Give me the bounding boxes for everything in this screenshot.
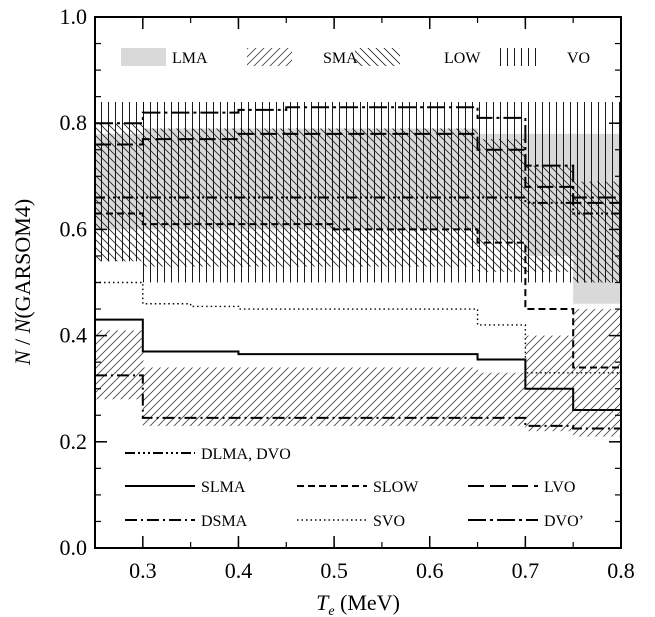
legend-label-slow: SLOW bbox=[373, 479, 419, 496]
legend-label-low: LOW bbox=[444, 50, 481, 67]
x-tick-label: 0.8 bbox=[607, 558, 635, 583]
legend-swatch-low bbox=[355, 48, 400, 66]
series-dlma-dvo bbox=[95, 196, 621, 215]
y-tick-label: 0.8 bbox=[60, 110, 88, 135]
x-tick-label: 0.7 bbox=[512, 558, 540, 583]
band-vo-bin bbox=[525, 101, 574, 283]
legend-item-sma: SMA bbox=[247, 48, 358, 67]
band-vo-bin bbox=[477, 101, 526, 283]
legend-label-svo: SVO bbox=[373, 513, 405, 530]
legend-item-slow: SLOW bbox=[297, 479, 419, 496]
ticks-layer: 0.3 0.4 0.5 0.6 0.7 0.8 0.0 0.2 0.4 0.6 0.8 1.0 bbox=[60, 4, 635, 583]
y-tick-label: 0.6 bbox=[60, 216, 88, 241]
legend-label-lma: LMA bbox=[172, 50, 208, 67]
band-vo-bin bbox=[381, 101, 431, 283]
y-tick-label: 1.0 bbox=[60, 4, 88, 29]
band-sma-bin bbox=[142, 367, 192, 426]
legend-label-sma: SMA bbox=[323, 50, 358, 67]
legend-label-vo: VO bbox=[567, 50, 590, 67]
band-sma-bin bbox=[95, 330, 144, 400]
y-tick-label: 0.4 bbox=[60, 323, 88, 348]
series-slow bbox=[95, 212, 621, 369]
band-sma-bin bbox=[573, 309, 621, 437]
band-vo-bin bbox=[142, 101, 192, 283]
x-tick-label: 0.3 bbox=[129, 558, 157, 583]
y-tick-label: 0.0 bbox=[60, 535, 88, 560]
legend-label-dlma-dvo: DLMA, DVO bbox=[201, 446, 291, 463]
band-sma-bin bbox=[286, 367, 335, 426]
legend-item-dsma: DSMA bbox=[125, 513, 248, 530]
y-axis-title: N / N(GARSOM4) bbox=[10, 199, 35, 366]
band-sma-bin bbox=[190, 367, 240, 426]
series-dvo bbox=[95, 106, 621, 199]
band-vo-bin bbox=[95, 101, 144, 262]
legend-item-lvo: LVO bbox=[468, 479, 575, 496]
legend-item-low: LOW bbox=[355, 48, 481, 67]
band-sma bbox=[95, 309, 621, 437]
legend-swatch-lma bbox=[121, 48, 166, 66]
x-axis-title: Te (MeV) bbox=[316, 590, 400, 617]
band-vo-bin bbox=[238, 101, 287, 283]
band-vo-bin bbox=[429, 101, 479, 283]
x-tick-label: 0.4 bbox=[225, 558, 253, 583]
band-sma-bin bbox=[429, 367, 479, 426]
legend-swatch-vo bbox=[494, 48, 539, 66]
series-dsma bbox=[95, 374, 621, 430]
legend-label-dvo: DVO’ bbox=[544, 513, 584, 530]
legend-item-lma: LMA bbox=[121, 48, 208, 67]
x-tick-label: 0.6 bbox=[416, 558, 444, 583]
legend-item-vo: VO bbox=[494, 48, 590, 67]
band-vo-bin bbox=[573, 101, 621, 283]
series-slma bbox=[95, 318, 621, 411]
legend-item-dvo: DVO’ bbox=[468, 513, 584, 530]
band-vo-bin bbox=[190, 101, 240, 283]
legend-item-svo: SVO bbox=[297, 513, 405, 530]
band-sma-bin bbox=[381, 367, 431, 426]
bands-layer bbox=[95, 101, 621, 437]
legend-label-dsma: DSMA bbox=[201, 513, 248, 530]
legend-label-lvo: LVO bbox=[544, 479, 575, 496]
legend-layer: LMA SMA LOW VO DLMA, DVO SLMA SLOW LVO DSMA SVO DV… bbox=[121, 48, 590, 530]
legend-item-dlma-dvo: DLMA, DVO bbox=[125, 446, 291, 463]
lines-layer bbox=[95, 106, 621, 430]
legend-swatch-sma bbox=[247, 48, 292, 66]
x-tick-label: 0.5 bbox=[320, 558, 348, 583]
band-sma-bin bbox=[334, 367, 383, 426]
series-lvo bbox=[95, 132, 621, 204]
y-tick-label: 0.2 bbox=[60, 429, 88, 454]
legend-item-slma: SLMA bbox=[125, 479, 246, 496]
legend-label-slma: SLMA bbox=[201, 479, 246, 496]
band-sma-bin bbox=[525, 335, 574, 432]
band-sma-bin bbox=[238, 367, 287, 426]
band-vo-bin bbox=[286, 101, 335, 283]
band-vo-bin bbox=[334, 101, 383, 283]
band-vo bbox=[95, 101, 621, 283]
series-svo bbox=[95, 281, 621, 374]
